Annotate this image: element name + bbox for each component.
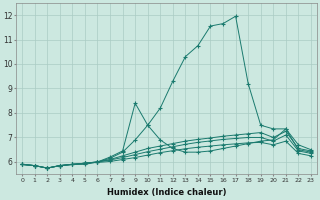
X-axis label: Humidex (Indice chaleur): Humidex (Indice chaleur) [107,188,226,197]
